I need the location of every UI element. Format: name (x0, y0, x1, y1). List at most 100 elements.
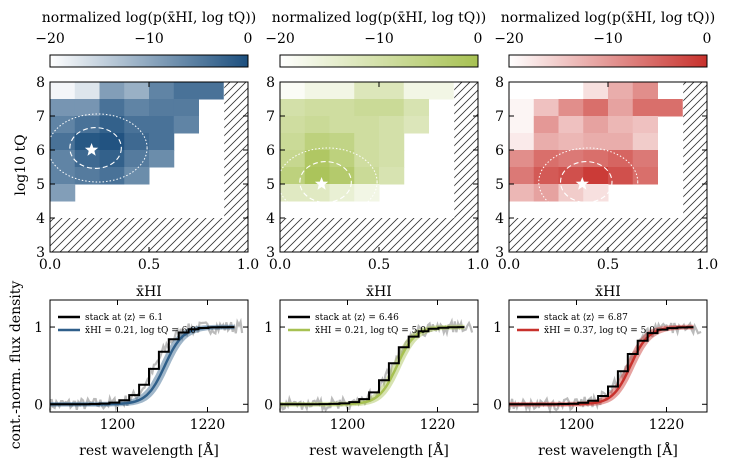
xlabel-B: x̄HI (366, 284, 392, 300)
heat-cell-C-5-5 (632, 167, 658, 185)
heat-cell-B-5-1 (304, 167, 330, 185)
ytick-label-C-0: 3 (495, 245, 504, 261)
ytick-label-C-1: 4 (495, 211, 504, 227)
heat-cell-B-4-2 (329, 150, 355, 168)
row-ylabel-bottom: cont.-norm. flux density (8, 281, 24, 450)
row-ylabel-top: log10 tQ (13, 134, 29, 195)
heat-cell-B-3-1 (304, 133, 330, 151)
heat-cell-C-4-4 (608, 150, 634, 168)
heatmap-A: 3 4 5 6 7 8 0.0 0.5 1.0 (36, 75, 259, 273)
heat-cell-A-6-0 (50, 184, 76, 202)
heat-cell-A-2-5 (173, 116, 199, 134)
heat-cell-B-1-2 (329, 99, 355, 117)
heat-cell-A-0-1 (74, 82, 100, 100)
colorbar-label-A: normalized log(p(x̄HI, log tQ)) (42, 10, 256, 26)
heat-cell-B-6-0 (280, 184, 306, 202)
spec-xlabel-C: rest wavelength [Å] (538, 441, 678, 459)
heat-cell-B-1-3 (354, 99, 380, 117)
heat-cell-B-4-4 (379, 150, 405, 168)
ytick-label-B-5: 8 (266, 75, 275, 91)
heat-cell-B-3-3 (354, 133, 380, 151)
heat-cell-A-5-3 (124, 167, 150, 185)
heat-cell-C-1-3 (583, 99, 609, 117)
heat-cell-A-2-1 (74, 116, 100, 134)
ytick-label-A-4: 7 (36, 109, 45, 125)
ytick-label-A-0: 3 (36, 245, 45, 261)
heat-cell-C-6-2 (558, 184, 584, 202)
contour-inner-A (69, 127, 122, 169)
spectrum-B: 1200 1220 0 1 (264, 299, 479, 433)
heat-cell-A-5-1 (74, 167, 100, 185)
heat-cell-C-6-3 (583, 184, 609, 202)
cb-tick-C-2: 0 (703, 31, 712, 47)
heat-cell-A-0-0 (50, 82, 76, 100)
heat-cell-B-6-1 (304, 184, 330, 202)
model-line-A (50, 325, 235, 406)
heat-cell-A-0-5 (173, 82, 199, 100)
heat-cell-C-1-6 (657, 99, 683, 117)
heat-cell-B-2-4 (379, 116, 405, 134)
spec-xtick-label-A-1: 1220 (190, 417, 226, 433)
spectrum-A: 1200 1220 0 1 (34, 299, 249, 433)
heat-cell-C-0-3 (583, 82, 609, 100)
stack-step-C (509, 326, 694, 406)
spec-ytick-label-B-1: 1 (264, 320, 273, 336)
ytick-label-A-1: 4 (36, 211, 45, 227)
heat-cell-A-4-2 (99, 150, 125, 168)
contour-outer-C (538, 147, 639, 217)
heat-cell-A-2-4 (149, 116, 175, 134)
ytick-label-C-4: 7 (495, 109, 504, 125)
heat-cell-C-6-1 (533, 184, 559, 202)
heat-cell-C-1-2 (558, 99, 584, 117)
heat-cell-A-4-1 (74, 150, 100, 168)
heat-cell-A-2-3 (124, 116, 150, 134)
heat-cell-C-2-1 (533, 116, 559, 134)
cb-tick-C-0: −20 (494, 31, 524, 47)
cb-tick-B-1: −10 (364, 31, 394, 47)
colorbar-A (49, 54, 249, 68)
ytick-label-B-0: 3 (266, 245, 275, 261)
best-fit-star-C (575, 177, 589, 190)
stack-step-B (280, 326, 465, 406)
heat-cell-C-4-1 (533, 150, 559, 168)
heat-cell-C-1-1 (533, 99, 559, 117)
heat-cell-B-5-0 (280, 167, 306, 185)
xtick-label-C-2: 1.0 (696, 257, 718, 273)
heat-cell-A-3-1 (74, 133, 100, 151)
heat-cell-A-3-2 (99, 133, 125, 151)
heat-cell-B-2-3 (354, 116, 380, 134)
contour-outer-A (47, 113, 148, 183)
heat-cell-B-4-1 (304, 150, 330, 168)
heat-cell-C-3-3 (583, 133, 609, 151)
heat-cell-C-5-1 (533, 167, 559, 185)
heat-cell-C-5-4 (608, 167, 634, 185)
heat-cell-A-3-3 (124, 133, 150, 151)
heat-cell-C-3-0 (509, 133, 535, 151)
heat-cell-A-1-5 (173, 99, 199, 117)
best-fit-star-B (314, 177, 329, 190)
heat-cell-A-0-3 (124, 82, 150, 100)
ytick-label-C-5: 8 (495, 75, 504, 91)
cb-tick-B-0: −20 (265, 31, 295, 47)
xtick-label-A-2: 1.0 (237, 257, 259, 273)
cb-tick-A-0: −20 (35, 31, 65, 47)
heat-cell-C-3-5 (632, 133, 658, 151)
spec-ytick-label-A-1: 1 (34, 320, 43, 336)
heatmap-B: 3 4 5 6 7 8 0.0 0.5 1.0 (266, 75, 489, 273)
heat-cell-C-4-0 (509, 150, 535, 168)
heat-cell-B-2-0 (280, 116, 306, 134)
legend-text-A1: x̄HI = 0.21, log tQ = 6.0 (85, 326, 196, 336)
heat-cell-B-3-4 (379, 133, 405, 151)
heat-cell-A-1-0 (50, 99, 76, 117)
spec-ytick-label-B-0: 0 (264, 397, 273, 413)
panel-B: normalized log(p(x̄HI, log tQ)) −20 −10 … (264, 10, 489, 459)
legend-text-C1: x̄HI = 0.37, log tQ = 5.0 (544, 326, 655, 336)
heat-cell-A-0-4 (149, 82, 175, 100)
panel-A: normalized log(p(x̄HI, log tQ)) −20 −10 … (34, 10, 259, 459)
xlabel-A: x̄HI (136, 284, 162, 300)
cb-tick-B-2: 0 (474, 31, 483, 47)
heat-cell-C-0-4 (608, 82, 634, 100)
heat-cell-A-1-2 (99, 99, 125, 117)
contour-inner-C (559, 161, 613, 203)
